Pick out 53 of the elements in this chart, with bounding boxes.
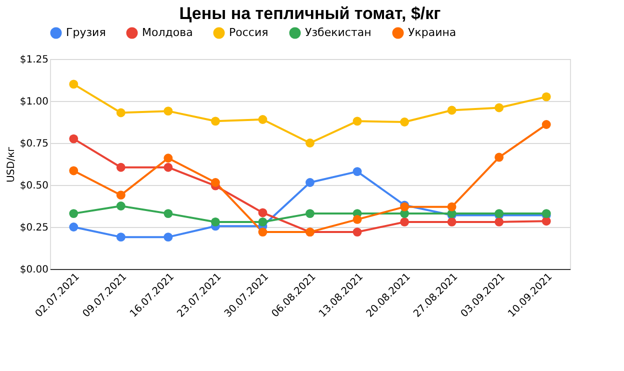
y-tick-label: $0.75 <box>20 138 48 150</box>
point <box>258 115 268 124</box>
point <box>352 228 362 237</box>
point <box>164 232 173 242</box>
point <box>69 80 78 89</box>
point <box>542 120 551 129</box>
point <box>494 103 504 112</box>
point <box>164 209 173 218</box>
point <box>116 162 126 172</box>
legend-label: Молдова <box>142 26 193 39</box>
y-tick-label: $0.00 <box>20 264 48 276</box>
point <box>447 202 456 212</box>
point <box>352 167 362 176</box>
point <box>494 217 504 226</box>
legend-label: Грузия <box>66 26 106 39</box>
legend-label: Узбекистан <box>305 26 372 39</box>
point <box>258 208 268 218</box>
point <box>258 228 268 237</box>
y-tick-label: $0.25 <box>20 222 48 234</box>
point <box>69 209 78 218</box>
point <box>210 217 220 226</box>
point <box>69 166 78 176</box>
point <box>164 154 173 163</box>
point <box>352 116 362 126</box>
y-tick-label: $0.50 <box>20 180 48 192</box>
point <box>447 217 456 226</box>
point <box>116 108 126 118</box>
point <box>400 118 410 126</box>
point <box>542 92 551 102</box>
point <box>116 202 126 210</box>
y-axis-title: USD/кг <box>6 146 17 183</box>
point <box>69 134 78 144</box>
chart-title: Цены на тепличный томат, $/кг <box>179 4 441 23</box>
point <box>164 106 173 116</box>
point <box>306 138 314 148</box>
point <box>400 217 410 226</box>
point <box>306 178 314 187</box>
point <box>447 106 456 115</box>
point <box>164 162 173 172</box>
point <box>306 209 314 218</box>
legend-label: Россия <box>229 26 268 39</box>
point <box>69 222 78 232</box>
point <box>258 217 268 226</box>
point <box>116 232 126 242</box>
point <box>542 216 551 226</box>
point <box>210 116 220 126</box>
y-tick-label: $1.25 <box>20 54 48 66</box>
point <box>352 214 362 224</box>
point <box>210 178 220 187</box>
legend-label: Украина <box>408 26 456 39</box>
point <box>494 152 504 162</box>
y-tick-label: $1.00 <box>20 96 48 108</box>
point <box>116 190 126 200</box>
